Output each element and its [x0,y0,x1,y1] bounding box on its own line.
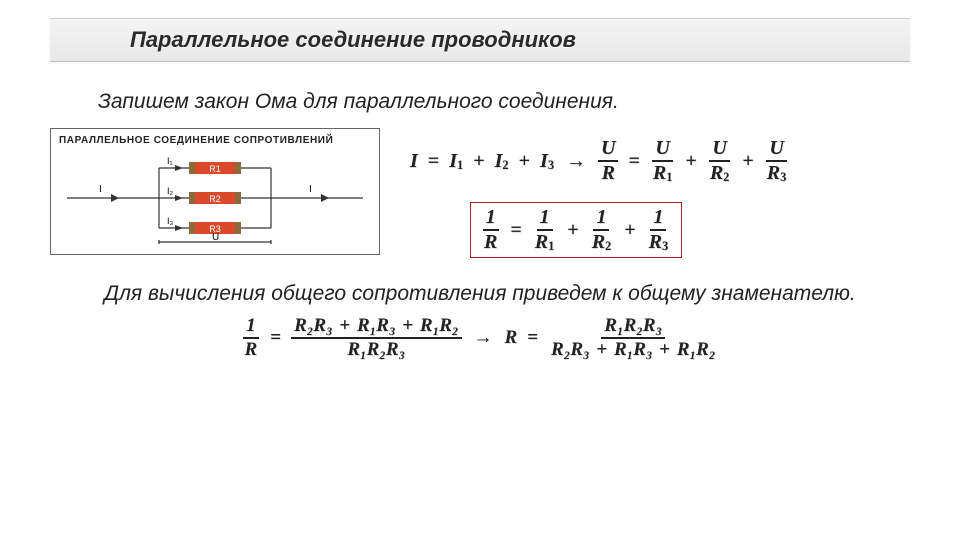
resistor-r2: R2 [189,192,241,204]
resistor-r1: R1 [189,162,241,174]
svg-text:I₁: I₁ [167,156,173,166]
svg-text:I: I [309,184,312,195]
svg-text:I₃: I₃ [167,216,174,226]
svg-text:R2: R2 [209,194,221,204]
equation-reciprocal-boxed: 1R = 1R1 + 1R2 + 1R3 [470,202,682,258]
equation-column: I = I1 + I2 + I3 → UR = UR1 + UR2 + UR3 … [410,128,910,258]
page-title: Параллельное соединение проводников [130,27,576,53]
mid-text: Для вычисления общего сопротивления прив… [50,280,910,307]
equation-current-sum: I = I1 + I2 + I3 → UR = UR1 + UR2 + UR3 [410,138,789,184]
svg-text:U: U [212,232,219,243]
svg-text:I₂: I₂ [167,186,174,196]
circuit-svg: R1 R2 R3 I I I₁ I₂ I [59,150,371,246]
svg-text:I: I [99,184,102,195]
equation-common-denominator: 1R = R₂R₃ + R₁R₃ + R₁R₂ R₁R₂R₃ → R = R₁R… [242,316,719,360]
svg-text:R1: R1 [209,164,221,174]
equation-bottom-row: 1R = R₂R₃ + R₁R₃ + R₁R₂ R₁R₂R₃ → R = R₁R… [50,316,910,360]
title-bar: Параллельное соединение проводников [50,18,910,62]
circuit-diagram: ПАРАЛЛЕЛЬНОЕ СОЕДИНЕНИЕ СОПРОТИВЛЕНИЙ [50,128,380,255]
intro-text: Запишем закон Ома для параллельного соед… [98,90,910,114]
row-diagram-equation: ПАРАЛЛЕЛЬНОЕ СОЕДИНЕНИЕ СОПРОТИВЛЕНИЙ [50,128,910,258]
diagram-title: ПАРАЛЛЕЛЬНОЕ СОЕДИНЕНИЕ СОПРОТИВЛЕНИЙ [59,135,371,146]
content: Запишем закон Ома для параллельного соед… [0,62,960,360]
